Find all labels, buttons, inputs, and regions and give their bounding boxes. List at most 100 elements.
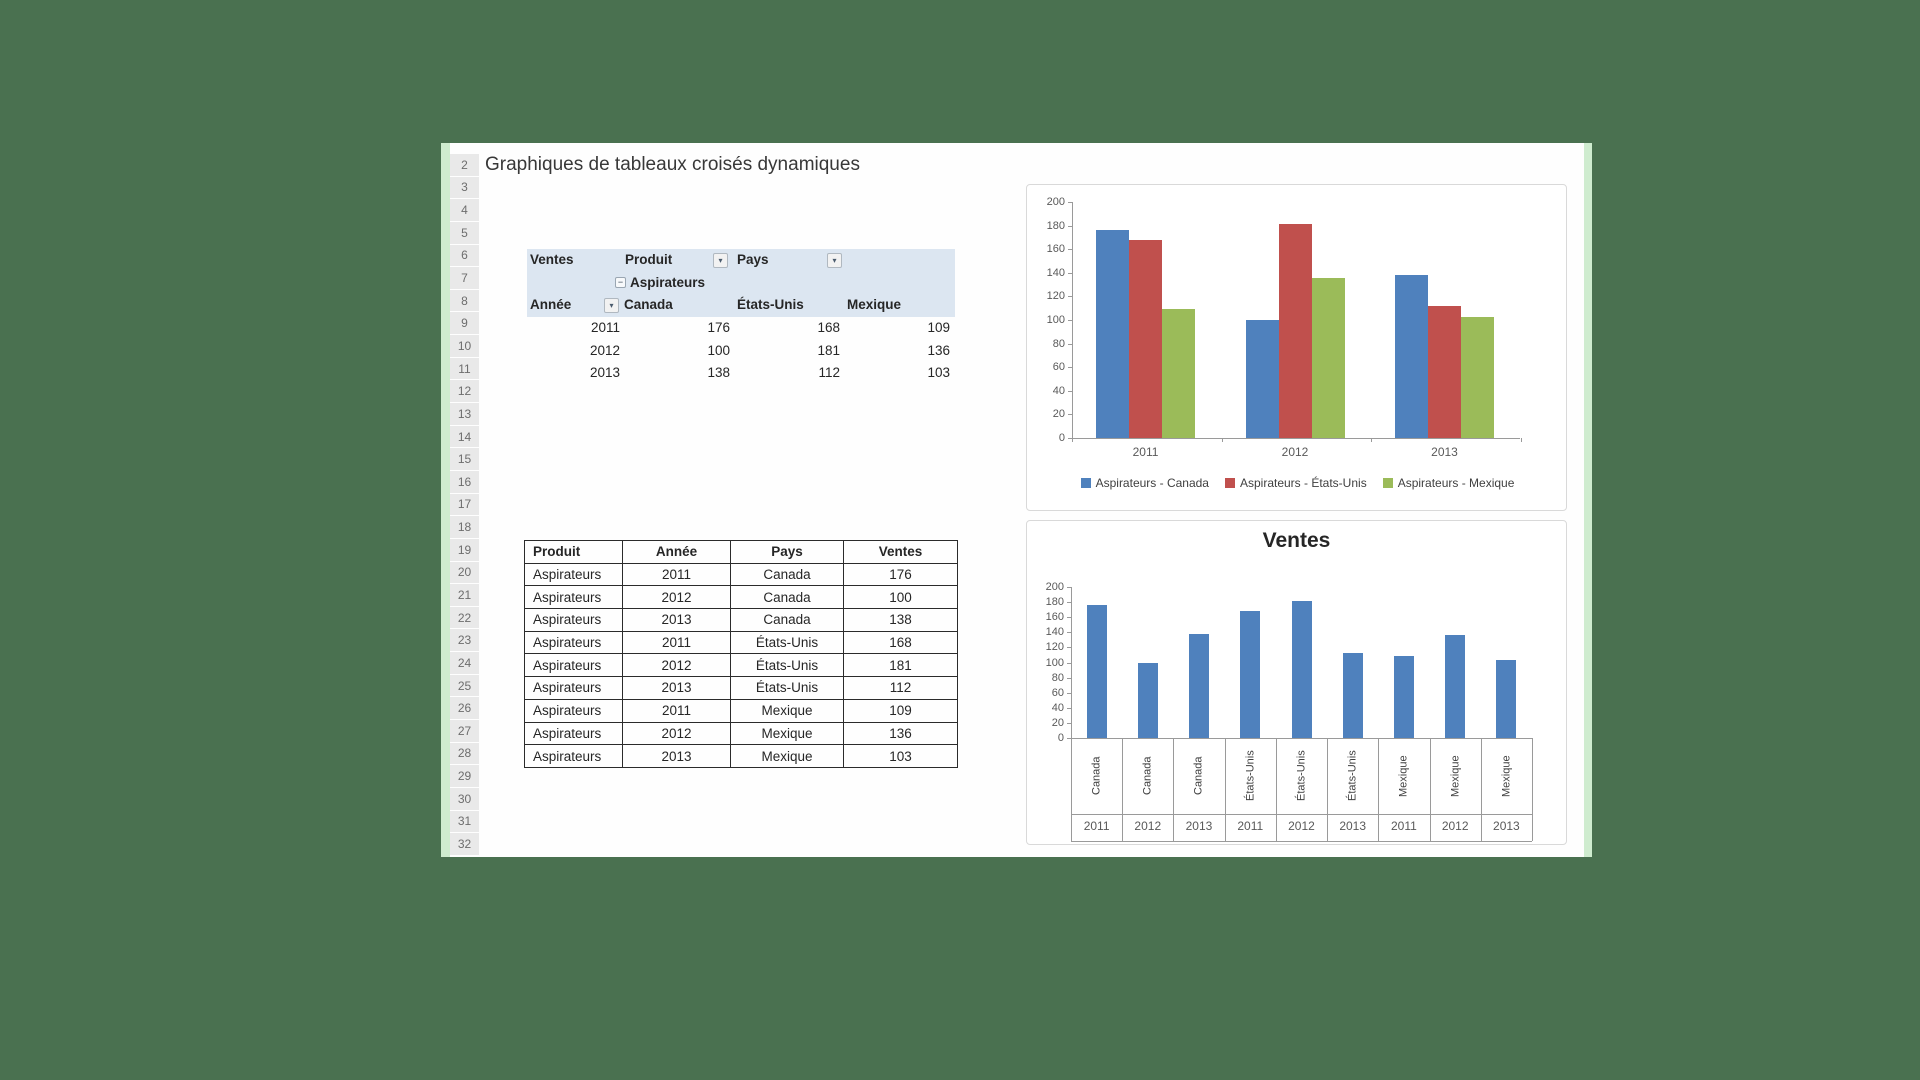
pivot-value[interactable]: 112 (818, 365, 840, 381)
column-header-produit[interactable]: Produit (524, 540, 623, 564)
row-header-22[interactable]: 22 (450, 606, 479, 629)
pivot-page-field-label[interactable]: Pays (737, 252, 769, 267)
pivot-value[interactable]: 136 (927, 342, 950, 358)
row-header-28[interactable]: 28 (450, 742, 479, 765)
row-header-21[interactable]: 21 (450, 584, 479, 606)
table-cell[interactable]: 136 (843, 721, 958, 746)
grouped-bar-chart[interactable]: 200 180 160 140 120 100 80 60 40 20 0 2011 2012 2013 A… (1026, 184, 1567, 511)
table-cell[interactable]: 109 (843, 698, 958, 723)
collapse-group-icon[interactable]: − (615, 277, 626, 288)
legend-item-aspirateurs-etats-unis[interactable]: Aspirateurs - États-Unis (1224, 476, 1367, 490)
pivot-value[interactable]: 176 (707, 320, 730, 335)
table-cell[interactable]: Aspirateurs (524, 676, 623, 700)
row-header-6[interactable]: 6 (450, 244, 479, 267)
row-header-25[interactable]: 25 (450, 674, 479, 697)
row-header-15[interactable]: 15 (450, 448, 479, 470)
pays-filter-dropdown-icon[interactable]: ▾ (827, 253, 842, 268)
row-header-17[interactable]: 17 (450, 493, 479, 516)
row-header-19[interactable]: 19 (450, 538, 479, 561)
table-cell[interactable]: 176 (843, 562, 958, 587)
table-cell[interactable]: Aspirateurs (524, 585, 623, 610)
pivot-col-header-canada[interactable]: Canada (624, 297, 673, 313)
row-header-29[interactable]: 29 (450, 765, 479, 787)
row-header-5[interactable]: 5 (450, 221, 479, 244)
row-header-8[interactable]: 8 (450, 289, 479, 312)
pivot-year-2013[interactable]: 2013 (589, 365, 620, 381)
row-header-11[interactable]: 11 (450, 357, 479, 380)
row-header-24[interactable]: 24 (450, 652, 479, 674)
column-header-annee[interactable]: Année (622, 540, 731, 564)
table-cell[interactable]: Aspirateurs (524, 608, 623, 632)
row-header-7[interactable]: 7 (450, 267, 479, 289)
table-cell[interactable]: 2011 (622, 630, 731, 655)
pivot-year-2011[interactable]: 2011 (590, 320, 620, 335)
table-cell[interactable]: 2013 (622, 744, 731, 768)
row-header-27[interactable]: 27 (450, 720, 479, 742)
produit-filter-dropdown-icon[interactable]: ▾ (713, 253, 728, 268)
table-cell[interactable]: 2013 (622, 608, 731, 632)
table-cell[interactable]: 112 (843, 676, 958, 700)
table-cell[interactable]: Aspirateurs (524, 721, 623, 746)
pivot-row-field-label[interactable]: Année (530, 297, 572, 313)
pivot-value[interactable]: 100 (707, 342, 730, 358)
table-cell[interactable]: Aspirateurs (524, 562, 623, 587)
table-cell[interactable]: Aspirateurs (524, 653, 623, 678)
table-cell[interactable]: Aspirateurs (524, 698, 623, 723)
row-header-3[interactable]: 3 (450, 176, 479, 199)
table-cell[interactable]: 103 (843, 744, 958, 768)
pivot-corner-label[interactable]: Ventes (530, 252, 574, 267)
pivot-col-header-mexique[interactable]: Mexique (847, 297, 902, 313)
row-header-30[interactable]: 30 (450, 787, 479, 810)
pivot-value[interactable]: 103 (927, 365, 950, 381)
table-cell[interactable]: 2011 (622, 698, 731, 723)
row-header-20[interactable]: 20 (450, 561, 479, 584)
table-cell[interactable]: 168 (843, 630, 958, 655)
row-header-32[interactable]: 32 (450, 833, 479, 855)
table-cell[interactable]: Mexique (730, 698, 844, 723)
table-cell[interactable]: Canada (730, 585, 844, 610)
row-header-10[interactable]: 10 (450, 335, 479, 357)
row-header-18[interactable]: 18 (450, 516, 479, 538)
row-header-23[interactable]: 23 (450, 629, 479, 652)
pivot-col-header-etats-unis[interactable]: États-Unis (737, 297, 804, 313)
row-header-14[interactable]: 14 (450, 425, 479, 448)
pivot-group-label[interactable]: Aspirateurs (630, 274, 706, 290)
pivot-value[interactable]: 181 (817, 342, 840, 358)
legend-item-aspirateurs-canada[interactable]: Aspirateurs - Canada (1080, 476, 1209, 490)
table-cell[interactable]: Canada (730, 608, 844, 632)
table-cell[interactable]: 2012 (622, 721, 731, 746)
row-header-4[interactable]: 4 (450, 199, 479, 221)
row-header-26[interactable]: 26 (450, 697, 479, 720)
table-cell[interactable]: 138 (843, 608, 958, 632)
pivot-value[interactable]: 138 (707, 365, 730, 381)
table-cell[interactable]: 2013 (622, 676, 731, 700)
row-header-16[interactable]: 16 (450, 470, 479, 493)
row-header-12[interactable]: 12 (450, 380, 479, 403)
table-cell[interactable]: 2012 (622, 585, 731, 610)
row-header-9[interactable]: 9 (450, 312, 479, 335)
table-cell[interactable]: États-Unis (730, 676, 844, 700)
table-cell[interactable]: 2012 (622, 653, 731, 678)
table-cell[interactable]: Mexique (730, 721, 844, 746)
row-header-31[interactable]: 31 (450, 810, 479, 833)
table-cell[interactable]: États-Unis (730, 653, 844, 678)
table-cell[interactable]: Canada (730, 562, 844, 587)
row-header-2[interactable]: 2 (450, 154, 479, 176)
table-cell[interactable]: 2011 (622, 562, 731, 587)
table-cell[interactable]: 100 (843, 585, 958, 610)
ventes-bar-chart[interactable]: Ventes 200 180 160 140 120 100 80 60 40 20 0 Canada… (1026, 520, 1567, 845)
pivot-column-field-label[interactable]: Produit (625, 252, 673, 267)
row-header-13[interactable]: 13 (450, 403, 479, 425)
legend-item-aspirateurs-mexique[interactable]: Aspirateurs - Mexique (1382, 476, 1514, 490)
annee-filter-dropdown-icon[interactable]: ▾ (604, 298, 619, 313)
table-cell[interactable]: Aspirateurs (524, 744, 623, 768)
table-cell[interactable]: États-Unis (730, 630, 844, 655)
table-cell[interactable]: 181 (843, 653, 958, 678)
table-cell[interactable]: Mexique (730, 744, 844, 768)
pivot-value[interactable]: 168 (817, 320, 840, 335)
pivot-year-2012[interactable]: 2012 (589, 342, 620, 358)
column-header-ventes[interactable]: Ventes (843, 540, 958, 564)
column-header-pays[interactable]: Pays (730, 540, 844, 564)
pivot-value[interactable]: 109 (927, 320, 950, 335)
table-cell[interactable]: Aspirateurs (524, 630, 623, 655)
